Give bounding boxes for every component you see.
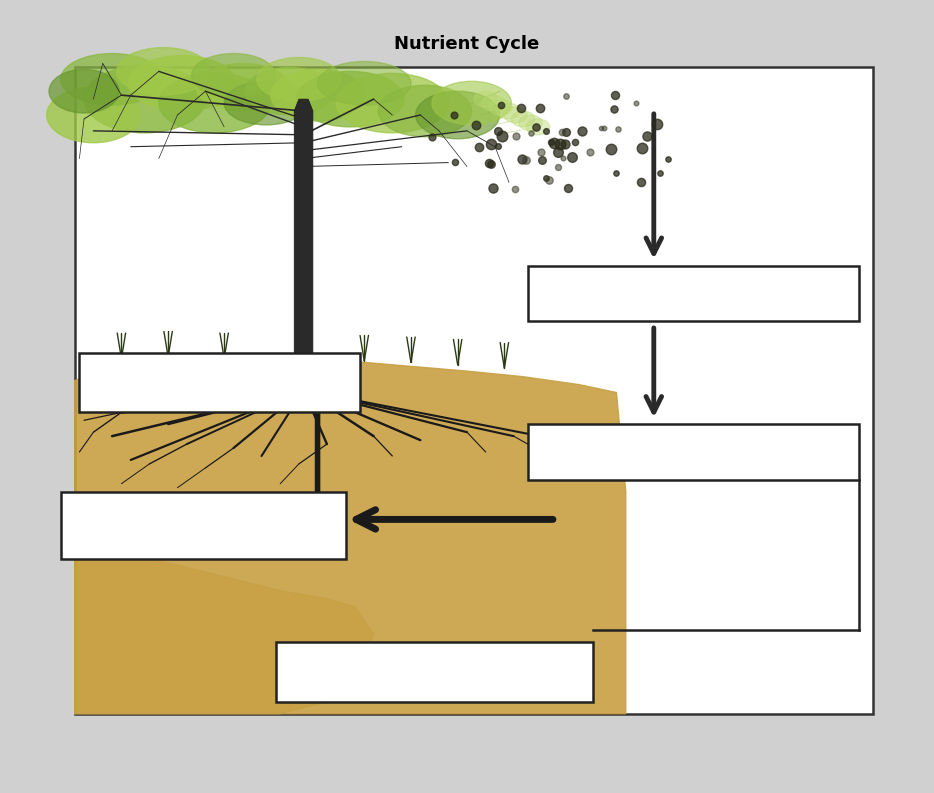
- Point: [484, 158, 499, 170]
- Point: [559, 90, 573, 102]
- Ellipse shape: [474, 91, 498, 107]
- Ellipse shape: [245, 67, 334, 115]
- Polygon shape: [294, 99, 313, 358]
- Ellipse shape: [497, 103, 520, 119]
- Point: [607, 102, 622, 115]
- Polygon shape: [75, 539, 374, 714]
- Point: [603, 143, 618, 155]
- Point: [493, 99, 508, 112]
- Point: [507, 183, 522, 196]
- Point: [558, 138, 573, 151]
- Ellipse shape: [117, 48, 210, 95]
- Point: [653, 167, 668, 179]
- Bar: [79, 353, 360, 412]
- Bar: [528, 266, 859, 321]
- Point: [490, 140, 505, 152]
- Ellipse shape: [84, 66, 205, 132]
- Point: [529, 121, 544, 133]
- Ellipse shape: [191, 53, 276, 97]
- Ellipse shape: [432, 82, 512, 125]
- Point: [524, 126, 539, 139]
- Ellipse shape: [271, 69, 364, 121]
- Point: [546, 136, 561, 149]
- Point: [559, 125, 573, 138]
- Ellipse shape: [61, 53, 163, 105]
- Point: [535, 154, 550, 167]
- Point: [484, 137, 499, 150]
- Ellipse shape: [47, 87, 140, 143]
- Point: [542, 174, 557, 186]
- Point: [518, 154, 533, 167]
- Text: Nutrient Cycle: Nutrient Cycle: [394, 35, 540, 52]
- Point: [490, 125, 505, 137]
- Ellipse shape: [527, 119, 549, 135]
- Point: [608, 167, 623, 179]
- Ellipse shape: [128, 56, 235, 111]
- Bar: [276, 642, 593, 702]
- Point: [508, 129, 523, 142]
- Point: [447, 156, 462, 169]
- Point: [611, 123, 626, 136]
- Ellipse shape: [489, 99, 512, 115]
- Ellipse shape: [504, 107, 528, 123]
- Point: [515, 153, 530, 166]
- Ellipse shape: [336, 73, 448, 132]
- Point: [533, 146, 548, 159]
- Point: [634, 176, 649, 189]
- Ellipse shape: [224, 82, 308, 125]
- Point: [629, 97, 644, 109]
- Ellipse shape: [159, 73, 271, 132]
- Point: [660, 152, 675, 165]
- Point: [486, 182, 501, 194]
- Ellipse shape: [257, 57, 341, 101]
- Point: [567, 136, 582, 148]
- Point: [556, 152, 571, 165]
- Ellipse shape: [482, 95, 505, 111]
- Point: [425, 130, 440, 143]
- Ellipse shape: [519, 115, 542, 131]
- Bar: [528, 424, 859, 480]
- Point: [482, 157, 497, 170]
- Point: [539, 171, 554, 184]
- Point: [469, 119, 484, 132]
- Bar: [75, 67, 873, 714]
- Point: [514, 102, 529, 114]
- Bar: [61, 492, 346, 559]
- Ellipse shape: [50, 69, 120, 113]
- Point: [635, 141, 650, 154]
- Ellipse shape: [318, 62, 411, 105]
- Point: [555, 125, 570, 138]
- Point: [597, 121, 612, 134]
- Point: [544, 136, 559, 148]
- Point: [583, 145, 598, 158]
- Ellipse shape: [196, 63, 290, 111]
- Point: [539, 125, 554, 137]
- Point: [650, 117, 665, 130]
- Point: [552, 137, 567, 150]
- Point: [533, 102, 548, 114]
- Point: [574, 125, 589, 137]
- Ellipse shape: [378, 85, 472, 136]
- Polygon shape: [280, 358, 327, 390]
- Point: [607, 88, 622, 101]
- Point: [551, 161, 566, 174]
- Point: [565, 151, 580, 164]
- Ellipse shape: [416, 91, 500, 139]
- Point: [561, 182, 576, 194]
- Point: [472, 140, 487, 153]
- Point: [594, 121, 609, 134]
- Point: [640, 129, 655, 142]
- Ellipse shape: [297, 71, 403, 127]
- Point: [551, 145, 566, 158]
- Point: [446, 108, 461, 121]
- Point: [495, 130, 510, 143]
- Polygon shape: [75, 357, 626, 714]
- Ellipse shape: [512, 111, 535, 127]
